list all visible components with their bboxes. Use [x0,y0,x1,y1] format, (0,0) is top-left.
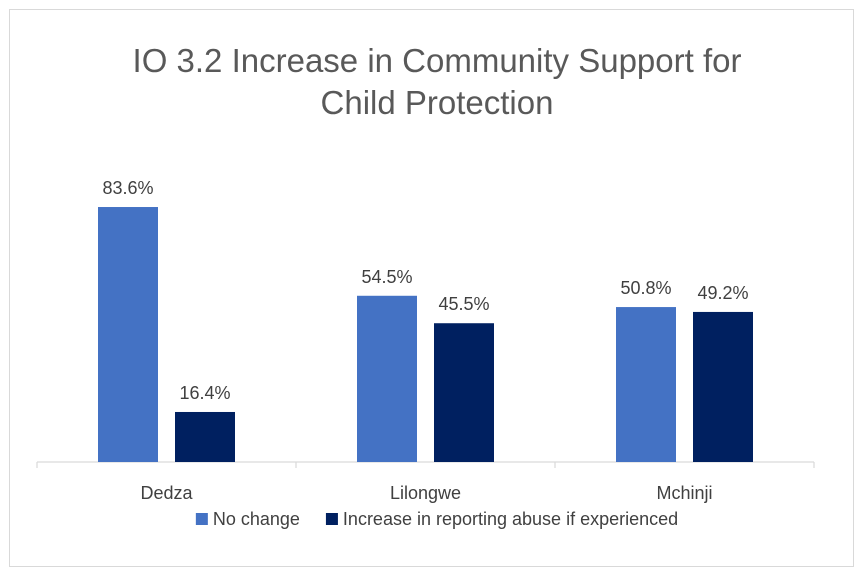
legend-label: No change [213,509,300,529]
x-tick-label-lilongwe: Lilongwe [390,483,461,503]
data-label-lilongwe-series-2: 45.5% [438,294,489,314]
data-label-mchinji-series-1: 50.8% [620,278,671,298]
legend-label: Increase in reporting abuse if experienc… [343,509,678,529]
data-label-dedza-series-2: 16.4% [179,383,230,403]
legend-swatch [325,513,338,525]
chart-title-line-1: IO 3.2 Increase in Community Support for [133,42,742,79]
legend-swatch [195,513,208,525]
legend-item-series-2: Increase in reporting abuse if experienc… [325,509,678,529]
legend: No change Increase in reporting abuse if … [195,509,678,529]
legend-item-series-1: No change [195,509,300,529]
chart-title-line-2: Child Protection [321,84,554,121]
data-label-lilongwe-series-1: 54.5% [361,267,412,287]
bar-lilongwe-series-2 [434,323,494,462]
bar-lilongwe-series-1 [357,295,417,462]
data-label-dedza-series-1: 83.6% [102,178,153,198]
bar-mchinji-series-2 [693,311,753,462]
x-tick-label-dedza: Dedza [140,483,193,503]
bar-dedza-series-1 [98,207,158,462]
bar-mchinji-series-1 [616,307,676,462]
bar-dedza-series-2 [175,411,235,462]
x-tick-label-mchinji: Mchinji [656,483,712,503]
data-label-mchinji-series-2: 49.2% [697,283,748,303]
plot-area: 83.6% 16.4% Dedza 54.5% 45.5% Lilongwe 50.8% 49… [36,178,815,503]
